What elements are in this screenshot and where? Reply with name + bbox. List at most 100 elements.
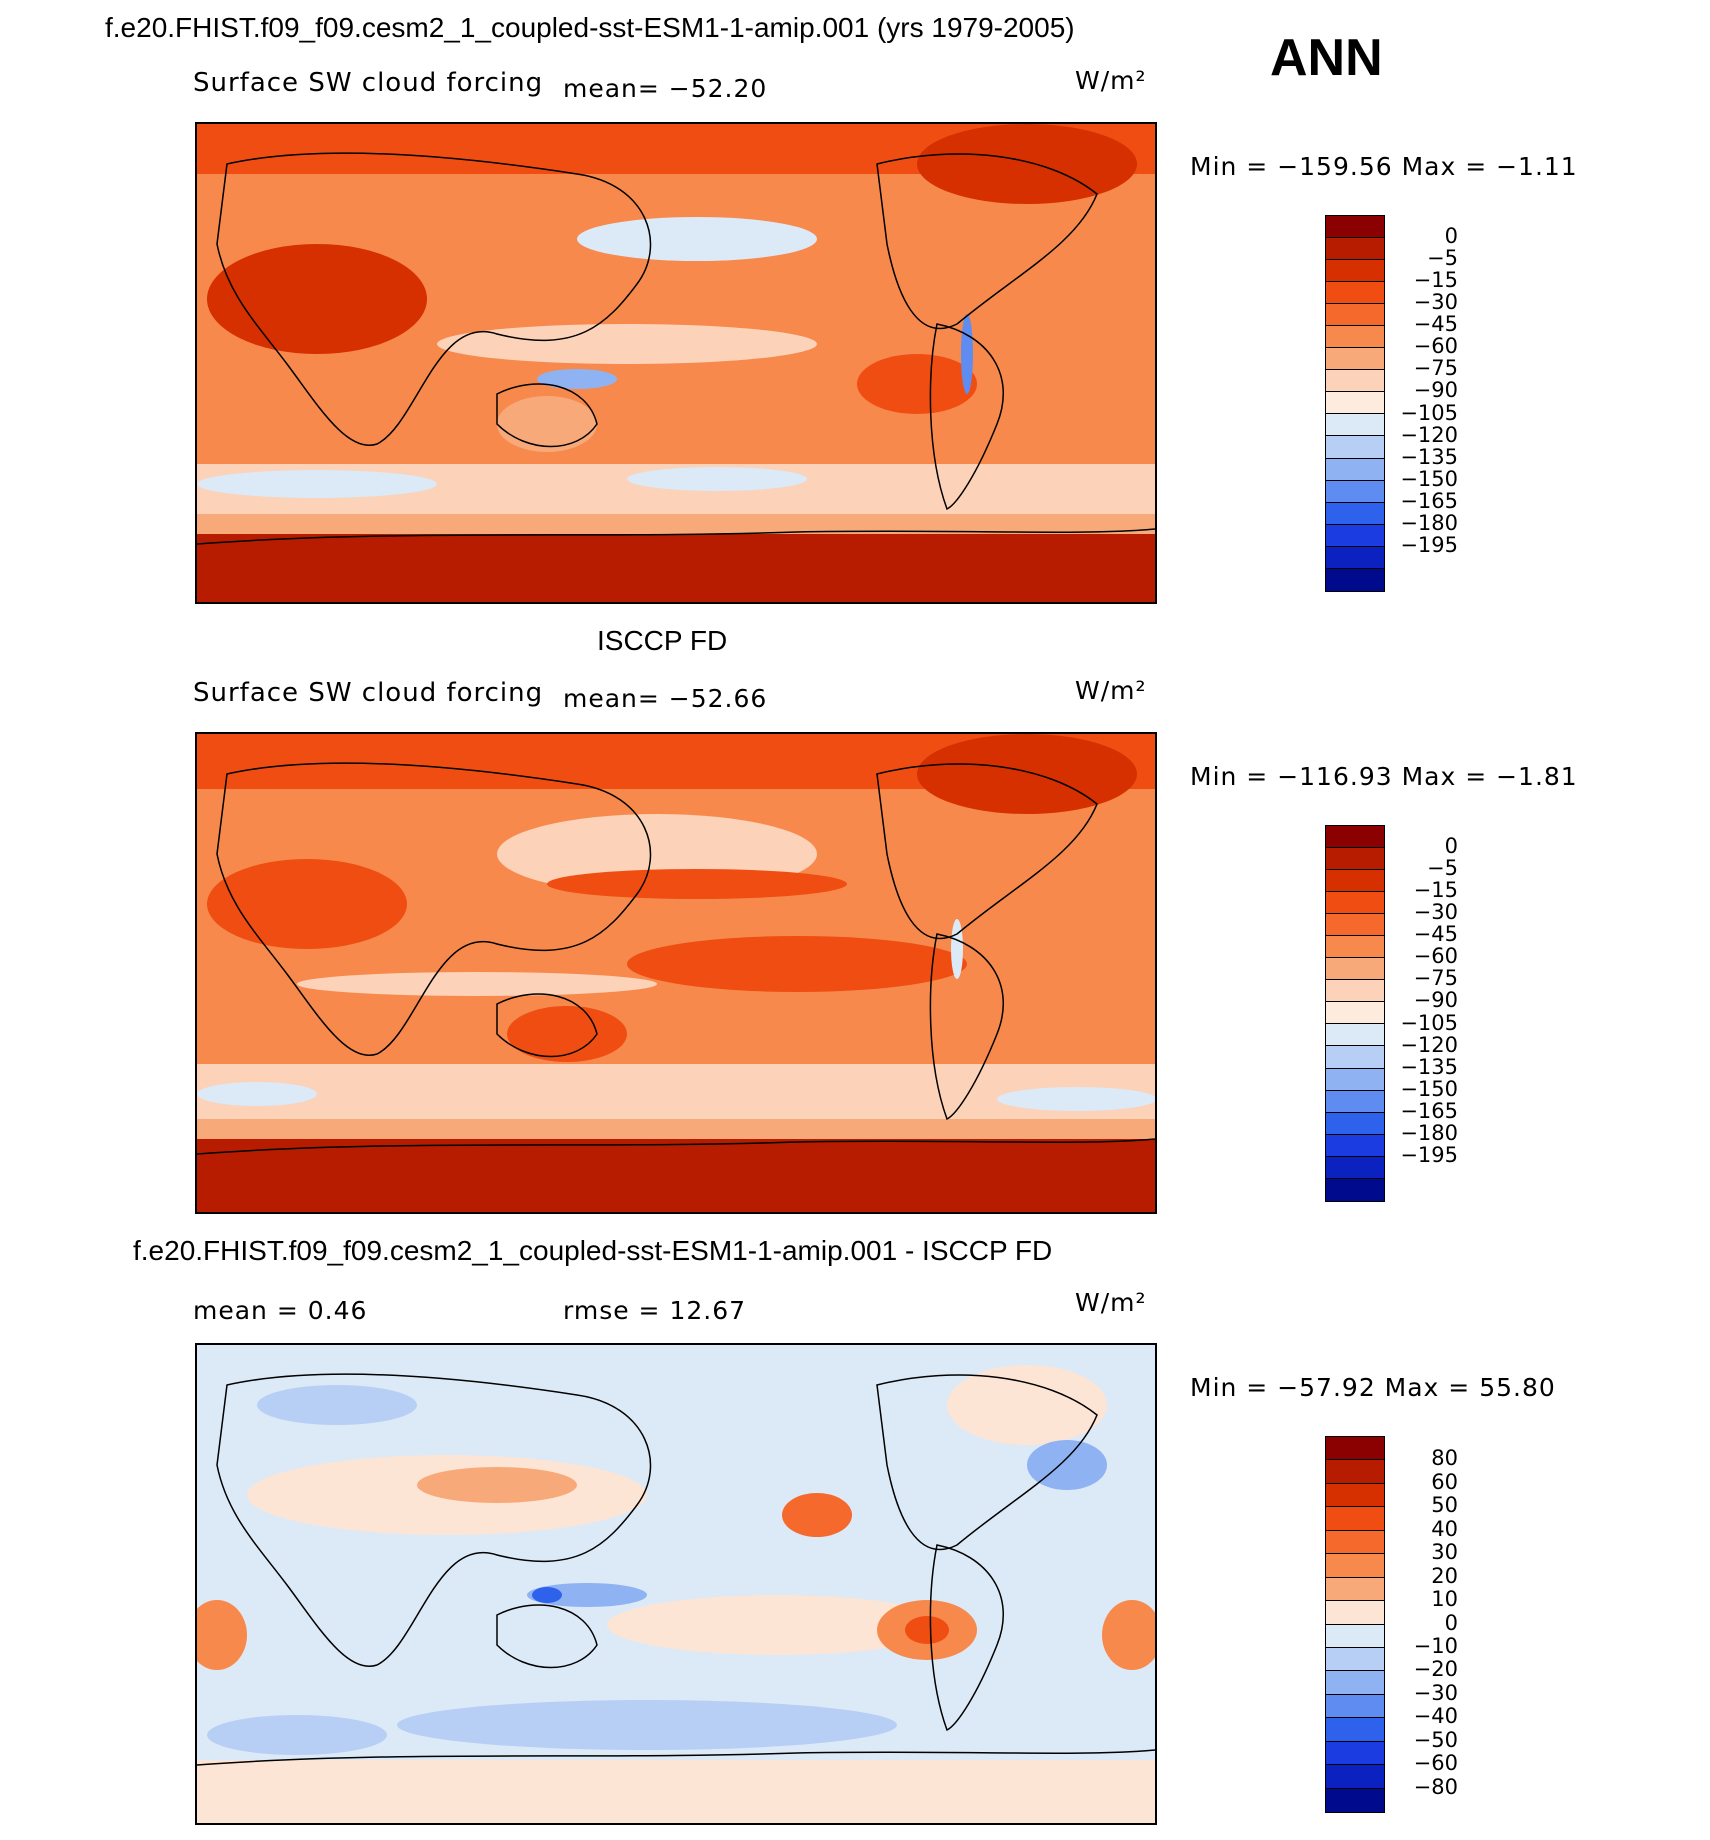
panel-units: W/m² <box>1075 1288 1147 1317</box>
colorbar-tick-label: −30 <box>1413 1680 1458 1705</box>
case-title: f.e20.FHIST.f09_f09.cesm2_1_coupled-sst-… <box>105 12 1075 43</box>
colorbar-swatch <box>1326 348 1384 371</box>
colorbar-tick-label: −20 <box>1413 1657 1458 1682</box>
colorbar-swatch <box>1326 1530 1384 1555</box>
colorbar-swatch <box>1326 1112 1384 1135</box>
colorbar-tick-label: −75 <box>1413 966 1458 991</box>
colorbar-tick-label: −5 <box>1427 856 1458 881</box>
colorbar-swatch <box>1326 1671 1384 1695</box>
colorbar-tick-label: −105 <box>1400 400 1458 425</box>
panel-section-title: ISCCP FD <box>597 625 728 656</box>
colorbar-tick-label: −195 <box>1400 1142 1458 1167</box>
colorbar-tick-label: 50 <box>1431 1493 1458 1518</box>
colorbar-tick-label: −120 <box>1400 422 1458 447</box>
colorbar-swatch <box>1326 1554 1384 1578</box>
colorbar-tick-label: 30 <box>1431 1540 1458 1565</box>
colorbar-swatch <box>1326 1134 1384 1157</box>
colorbar-tick-label: −165 <box>1400 1098 1458 1123</box>
colorbar-tick-label: −90 <box>1413 378 1458 403</box>
colorbar-swatch <box>1326 458 1384 481</box>
colorbar-tick-label: 0 <box>1444 834 1458 859</box>
colorbar-tick-label: −150 <box>1400 466 1458 491</box>
colorbar-swatch <box>1326 436 1384 459</box>
colorbar-swatch <box>1326 1483 1384 1508</box>
colorbar-tick-label: −90 <box>1413 988 1458 1013</box>
colorbar <box>1325 1436 1385 1813</box>
colorbar-tick-label: 0 <box>1444 224 1458 249</box>
panel-mean: mean = 0.46 <box>193 1296 368 1325</box>
panel-variable: Surface SW cloud forcing <box>193 68 544 98</box>
colorbar-swatch <box>1326 1156 1384 1179</box>
colorbar-swatch <box>1326 1577 1384 1602</box>
colorbar-tick-label: −180 <box>1400 510 1458 535</box>
colorbar-tick-label: −60 <box>1413 944 1458 969</box>
colorbar-tick-label: −195 <box>1400 532 1458 557</box>
colorbar-swatch <box>1326 1647 1384 1672</box>
colorbar-swatch <box>1326 914 1384 937</box>
panel-minmax: Min = −116.93 Max = −1.81 <box>1190 762 1578 791</box>
colorbar-swatch <box>1326 1507 1384 1531</box>
colorbar-swatch <box>1326 524 1384 547</box>
contour-map <box>195 732 1157 1214</box>
colorbar-tick-label: −30 <box>1413 900 1458 925</box>
colorbar-swatch <box>1326 1741 1384 1766</box>
colorbar-tick-label: −15 <box>1413 878 1458 903</box>
colorbar-swatch <box>1326 1178 1384 1201</box>
colorbar-swatch <box>1326 546 1384 569</box>
colorbar-swatch <box>1326 1024 1384 1047</box>
colorbar-swatch <box>1326 282 1384 305</box>
colorbar-swatch <box>1326 1718 1384 1742</box>
colorbar-tick-label: −80 <box>1413 1774 1458 1799</box>
colorbar-swatch <box>1326 480 1384 503</box>
colorbar-swatch <box>1326 1624 1384 1648</box>
panel-variable: Surface SW cloud forcing <box>193 678 544 708</box>
colorbar <box>1325 825 1385 1202</box>
panel-minmax: Min = −57.92 Max = 55.80 <box>1190 1373 1556 1402</box>
panel-section-title: f.e20.FHIST.f09_f09.cesm2_1_coupled-sst-… <box>133 1235 1053 1266</box>
colorbar-swatch <box>1326 414 1384 437</box>
contour-map <box>195 122 1157 604</box>
panel-minmax: Min = −159.56 Max = −1.11 <box>1190 152 1578 181</box>
colorbar-swatch <box>1326 1090 1384 1113</box>
colorbar-tick-label: 60 <box>1431 1469 1458 1494</box>
colorbar-tick-label: −5 <box>1427 246 1458 271</box>
colorbar-tick-label: 0 <box>1444 1610 1458 1635</box>
colorbar-swatch <box>1326 1601 1384 1625</box>
colorbar-swatch <box>1326 260 1384 283</box>
colorbar-tick-label: 80 <box>1431 1446 1458 1471</box>
colorbar-swatch <box>1326 980 1384 1003</box>
colorbar-tick-label: −150 <box>1400 1076 1458 1101</box>
colorbar-tick-label: −105 <box>1400 1010 1458 1035</box>
panel-mean: mean= −52.66 <box>563 684 768 713</box>
colorbar-swatch <box>1326 1437 1384 1461</box>
panel-units: W/m² <box>1075 66 1147 95</box>
colorbar-tick-label: −10 <box>1413 1633 1458 1658</box>
colorbar-tick-label: −75 <box>1413 356 1458 381</box>
colorbar <box>1325 215 1385 592</box>
colorbar-tick-label: −45 <box>1413 922 1458 947</box>
colorbar-swatch <box>1326 326 1384 349</box>
colorbar-tick-label: −180 <box>1400 1120 1458 1145</box>
contour-map <box>195 1343 1157 1825</box>
colorbar-tick-label: 20 <box>1431 1563 1458 1588</box>
colorbar-tick-label: −165 <box>1400 488 1458 513</box>
colorbar-tick-label: −45 <box>1413 312 1458 337</box>
colorbar-swatch <box>1326 1788 1384 1812</box>
colorbar-swatch <box>1326 238 1384 261</box>
colorbar-swatch <box>1326 1694 1384 1719</box>
colorbar-swatch <box>1326 568 1384 591</box>
colorbar-swatch <box>1326 848 1384 871</box>
colorbar-tick-label: −50 <box>1413 1727 1458 1752</box>
colorbar-tick-label: −135 <box>1400 1054 1458 1079</box>
colorbar-swatch <box>1326 1046 1384 1069</box>
colorbar-swatch <box>1326 392 1384 415</box>
colorbar-tick-label: −120 <box>1400 1032 1458 1057</box>
colorbar-tick-label: 10 <box>1431 1587 1458 1612</box>
colorbar-swatch <box>1326 936 1384 959</box>
colorbar-swatch <box>1326 958 1384 981</box>
colorbar-tick-label: −30 <box>1413 290 1458 315</box>
colorbar-swatch <box>1326 1002 1384 1025</box>
season-label: ANN <box>1270 29 1383 87</box>
colorbar-tick-label: 40 <box>1431 1516 1458 1541</box>
panel-mean: mean= −52.20 <box>563 74 768 103</box>
